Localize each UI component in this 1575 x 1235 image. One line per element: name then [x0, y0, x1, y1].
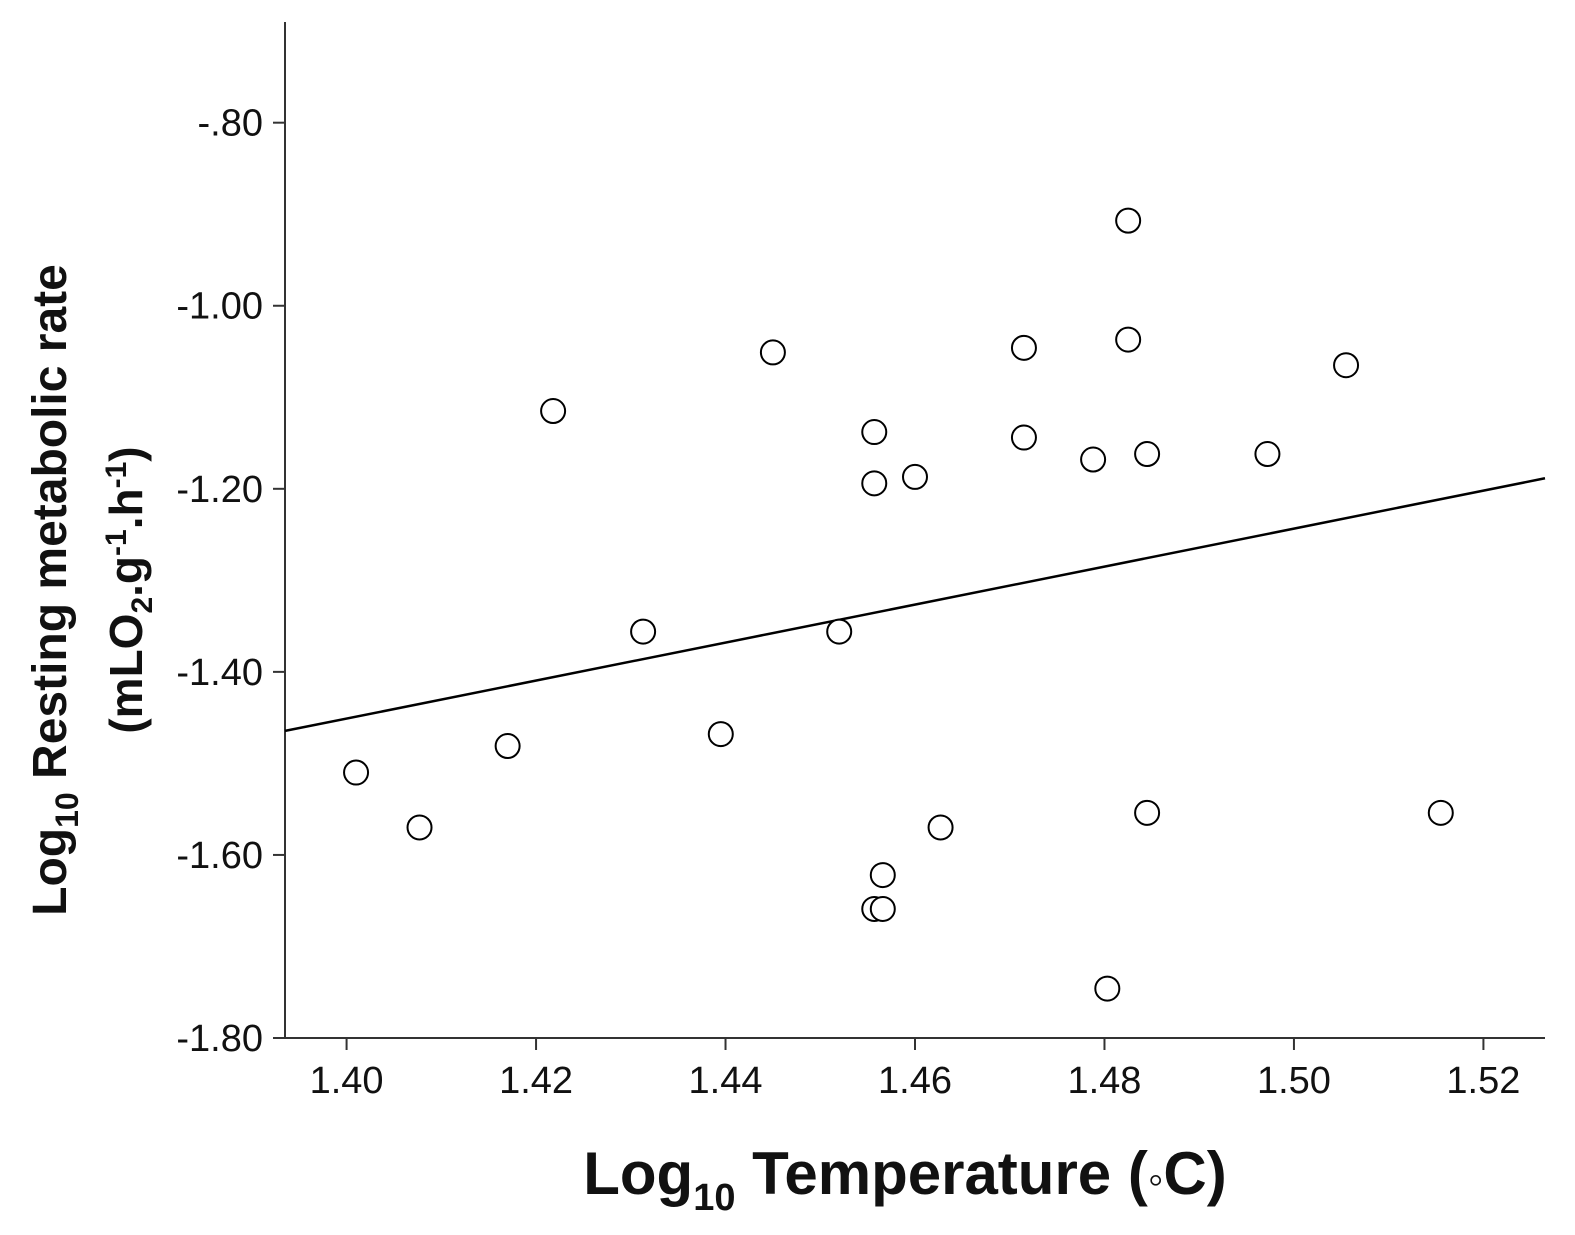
y-axis-title-prefix: Log	[24, 828, 77, 916]
y-tick-label: -1.80	[176, 1018, 263, 1060]
y-unit-g: .g	[100, 556, 152, 597]
x-axis-title-symbol: ◦	[1148, 1155, 1164, 1204]
data-point	[869, 862, 896, 889]
x-axis-title: Log10 Temperature (◦C)	[583, 1140, 1226, 1219]
data-point	[1254, 441, 1281, 468]
x-tick-label: 1.48	[1067, 1060, 1141, 1102]
y-unit-h: .h	[100, 488, 152, 529]
data-point	[1333, 352, 1360, 379]
data-point	[861, 470, 888, 497]
data-point	[707, 721, 734, 748]
y-unit-sup-g: -1	[100, 529, 133, 556]
x-tick-label: 1.42	[499, 1060, 573, 1102]
x-axis-title-prefix: Log	[583, 1140, 693, 1207]
x-tick-label: 1.44	[689, 1060, 763, 1102]
data-point	[927, 814, 954, 841]
data-points	[343, 207, 1454, 1002]
x-tick-label: 1.52	[1446, 1060, 1520, 1102]
x-tick-label: 1.50	[1257, 1060, 1331, 1102]
y-axis-title-main: Resting metabolic rate	[24, 264, 77, 792]
y-unit-close: )	[100, 446, 152, 461]
y-tick-label: -1.00	[176, 286, 263, 328]
data-point	[630, 618, 657, 645]
data-point	[902, 463, 928, 490]
y-axis-title-subscript: 10	[49, 792, 85, 828]
y-tick-label: -1.60	[176, 835, 263, 877]
y-unit-open: (mLO	[100, 614, 152, 734]
data-point	[494, 733, 521, 760]
y-axis-title: Log10 Resting metabolic rate (mLO2.g-1.h…	[24, 264, 159, 916]
regression-line	[284, 477, 1546, 733]
data-point	[1010, 334, 1037, 361]
y-axis-title-line1: Log10 Resting metabolic rate	[24, 264, 85, 916]
data-point	[343, 759, 370, 786]
data-point	[861, 419, 888, 446]
axes	[284, 22, 1545, 1039]
data-point	[1094, 975, 1121, 1002]
fit-layer	[284, 477, 1546, 733]
data-point	[869, 895, 896, 922]
y-tick-label: -1.40	[176, 652, 263, 694]
tick-labels: 1.40 1.42 1.44 1.46 1.48 1.50 1.52 -.80 -1.00 -1.…	[176, 103, 1520, 1102]
y-unit-sup-h: -1	[100, 462, 133, 489]
data-point	[1427, 799, 1454, 826]
x-axis-title-main: Temperature (	[735, 1140, 1147, 1207]
data-point	[1080, 446, 1107, 473]
data-point	[540, 398, 567, 425]
tick-marks	[273, 121, 1485, 1050]
x-tick-label: 1.46	[878, 1060, 952, 1102]
x-tick-label: 1.40	[310, 1060, 384, 1102]
data-point	[826, 618, 853, 645]
x-axis-title-subscript: 10	[693, 1177, 735, 1219]
data-point	[759, 339, 786, 366]
data-point	[406, 814, 433, 841]
data-point	[1010, 424, 1037, 451]
y-unit-sub-2: 2	[126, 597, 159, 614]
x-axis-title-suffix: C)	[1163, 1140, 1226, 1207]
data-point	[1134, 799, 1161, 826]
y-tick-label: -.80	[198, 103, 263, 145]
data-point	[1115, 326, 1142, 353]
data-point	[1115, 207, 1142, 234]
y-tick-label: -1.20	[176, 469, 263, 511]
data-point	[1134, 441, 1161, 468]
y-axis-title-line2: (mLO2.g-1.h-1)	[100, 446, 159, 733]
